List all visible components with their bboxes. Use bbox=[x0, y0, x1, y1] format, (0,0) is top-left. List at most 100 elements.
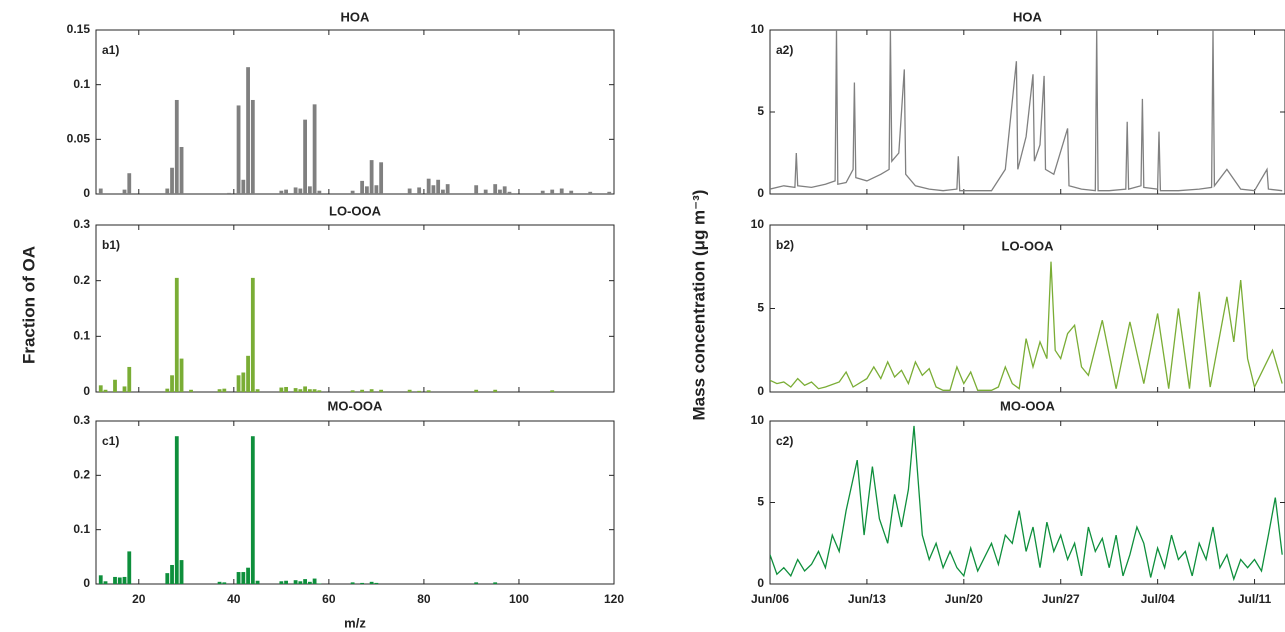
bar bbox=[279, 581, 284, 584]
bar bbox=[493, 184, 498, 194]
bar bbox=[317, 583, 322, 584]
bar bbox=[217, 581, 222, 584]
y-axis-label: Mass concentration (μg m⁻³) bbox=[689, 190, 708, 421]
x-tick-label: 60 bbox=[322, 592, 336, 606]
bar bbox=[474, 582, 479, 584]
bar bbox=[317, 390, 322, 392]
bar bbox=[279, 387, 284, 392]
panel-label: b2) bbox=[776, 238, 794, 252]
panel-label: b1) bbox=[102, 238, 120, 252]
bar bbox=[174, 99, 179, 194]
bar bbox=[122, 386, 127, 392]
bar bbox=[298, 389, 303, 392]
bar bbox=[369, 581, 374, 584]
bar bbox=[255, 389, 260, 392]
bar bbox=[117, 577, 122, 584]
bar bbox=[502, 186, 507, 194]
series-line bbox=[770, 30, 1283, 192]
bar bbox=[317, 190, 322, 194]
bar bbox=[217, 389, 222, 392]
bar bbox=[369, 389, 374, 392]
y-tick-label: 0 bbox=[757, 576, 764, 590]
bar bbox=[540, 190, 545, 194]
bar bbox=[241, 179, 246, 194]
bar bbox=[569, 190, 574, 194]
panel-label: c2) bbox=[776, 434, 793, 448]
bar bbox=[374, 185, 379, 194]
series-line bbox=[770, 425, 1283, 582]
x-tick-label: Jun/06 bbox=[751, 592, 789, 606]
panel-title: HOA bbox=[341, 9, 371, 24]
bar bbox=[307, 186, 312, 194]
bar bbox=[407, 389, 412, 392]
bar bbox=[236, 572, 241, 584]
bar bbox=[303, 386, 308, 392]
panel-title: LO-OOA bbox=[1002, 238, 1055, 253]
bar bbox=[379, 162, 384, 194]
y-tick-label: 0 bbox=[757, 384, 764, 398]
bar bbox=[312, 578, 317, 584]
x-tick-label: Jun/27 bbox=[1042, 592, 1080, 606]
y-tick-label: 0.1 bbox=[73, 522, 90, 536]
bar bbox=[293, 388, 298, 392]
bar bbox=[417, 187, 422, 194]
bar bbox=[493, 389, 498, 392]
bar bbox=[350, 582, 355, 584]
bar bbox=[246, 567, 250, 584]
bar bbox=[127, 366, 132, 392]
bar bbox=[103, 389, 108, 392]
panel-label: a2) bbox=[776, 43, 793, 57]
bar bbox=[236, 375, 241, 392]
y-tick-label: 0 bbox=[83, 576, 90, 590]
bar bbox=[474, 389, 479, 392]
bar bbox=[165, 573, 170, 584]
panel-label: a1) bbox=[102, 43, 119, 57]
panel-label: c1) bbox=[102, 434, 119, 448]
y-tick-label: 0.2 bbox=[73, 468, 90, 482]
plot-frame bbox=[95, 29, 615, 195]
bar bbox=[250, 277, 255, 392]
bar bbox=[369, 160, 374, 194]
x-tick-label: 80 bbox=[417, 592, 431, 606]
bar bbox=[284, 580, 288, 584]
bar bbox=[303, 579, 308, 584]
bar bbox=[98, 575, 103, 584]
y-tick-label: 5 bbox=[757, 104, 764, 118]
y-tick-label: 5 bbox=[757, 495, 764, 509]
x-tick-label: 20 bbox=[132, 592, 146, 606]
plot-frame bbox=[769, 29, 1285, 195]
x-tick-label: Jul/11 bbox=[1238, 592, 1272, 606]
plot-frame bbox=[95, 420, 615, 585]
y-tick-label: 10 bbox=[751, 413, 765, 427]
x-tick-label: 40 bbox=[227, 592, 241, 606]
bar bbox=[303, 119, 308, 194]
bar bbox=[284, 189, 288, 194]
bar bbox=[312, 104, 317, 194]
plot-frame bbox=[95, 224, 615, 393]
bar bbox=[127, 173, 132, 194]
bar bbox=[445, 184, 450, 194]
bar bbox=[417, 390, 422, 392]
bar bbox=[113, 576, 117, 584]
y-tick-label: 10 bbox=[751, 22, 765, 36]
bar bbox=[426, 390, 431, 392]
bar bbox=[179, 560, 184, 584]
bar bbox=[127, 551, 132, 584]
bar bbox=[350, 190, 355, 194]
bar bbox=[279, 190, 284, 194]
bar bbox=[241, 372, 246, 392]
x-tick-label: 100 bbox=[509, 592, 529, 606]
bar bbox=[550, 189, 555, 194]
bar bbox=[98, 188, 103, 194]
bar bbox=[113, 379, 117, 392]
bar bbox=[431, 185, 436, 194]
y-tick-label: 0.1 bbox=[73, 329, 90, 343]
bar bbox=[350, 390, 355, 392]
bar bbox=[441, 189, 445, 194]
x-tick-label: 120 bbox=[604, 592, 624, 606]
panel-title: HOA bbox=[1013, 9, 1043, 24]
bar bbox=[222, 388, 227, 392]
bar bbox=[170, 564, 174, 584]
bar bbox=[122, 189, 127, 194]
bar bbox=[236, 105, 241, 194]
